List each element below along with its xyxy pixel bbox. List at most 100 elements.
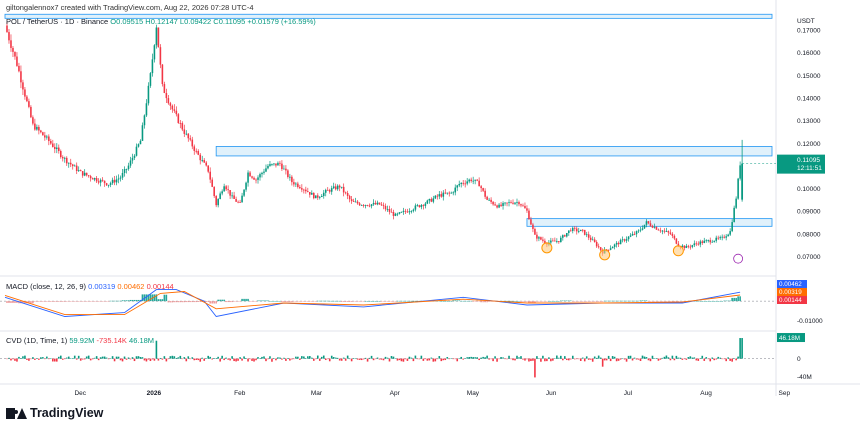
candle-body [71,164,74,167]
candle-body [404,210,407,212]
macd-histogram-bar [637,300,640,302]
cvd-bar [420,355,423,359]
cvd-bar [50,358,52,359]
macd-histogram-bar [340,301,343,302]
macd-histogram-bar [263,300,265,302]
macd-histogram-bar [609,300,612,302]
candle-body [30,106,32,118]
macd-histogram-bar [707,301,710,302]
macd-histogram-bar [715,301,718,302]
candle-body [151,59,154,74]
candle-body [12,47,14,52]
macd-title[interactable]: MACD (close, 12, 26, 9) [6,282,87,291]
macd-histogram-bar [705,301,708,302]
candle-body [516,202,518,203]
cvd-bar [679,357,682,359]
x-tick-label: Jul [624,390,633,397]
candle-body [689,246,692,248]
candle-body [360,205,363,206]
candle-body [569,230,572,232]
macd-histogram-bar [440,301,443,302]
candle-body [283,168,285,170]
cvd-bar [512,358,514,361]
candle-body [342,186,345,193]
cvd-bar [281,358,283,360]
cvd-bar [398,358,401,361]
cvd-title[interactable]: CVD (1D, Time, 1) [6,336,68,345]
candle-body [633,233,636,235]
candle-body [301,188,303,190]
candle-body [520,204,522,206]
candle-body [103,180,106,184]
macd-histogram-bar [480,301,482,303]
candle-body [611,246,614,249]
cvd-bar [388,358,391,362]
candle-body [556,241,558,242]
candle-body [307,191,309,193]
candle-body [255,179,257,181]
cvd-bar [458,358,461,359]
macd-histogram-bar [131,299,134,302]
macd-histogram-bar [442,301,445,302]
candle-body [215,196,217,206]
macd-histogram-bar [157,299,160,302]
macd-histogram-bar [617,300,620,302]
macd-histogram-bar [316,300,319,302]
macd-histogram-bar [621,300,624,302]
candle-body [552,240,554,242]
candle-body [293,182,295,185]
macd-histogram-bar [376,301,379,302]
macd-histogram-bar [119,300,122,302]
candle-body [143,115,146,126]
cvd-bar [89,358,92,361]
macd-histogram-bar [540,301,542,302]
candle-body [173,109,176,111]
macd-histogram-bar [388,301,391,302]
cvd-bar [721,358,723,360]
cvd-bar [247,358,249,362]
candle-body [496,205,498,208]
cvd-bar [424,358,427,360]
macd-histogram-bar [301,301,303,302]
cvd-bar [516,355,518,359]
candle-body [645,221,648,225]
cvd-bar [639,358,642,362]
candle-body [121,172,124,178]
macd-histogram-bar [167,301,170,303]
cvd-bar [430,357,433,359]
macd-histogram-bar [520,301,522,302]
candle-body [717,237,720,239]
cvd-bar [95,356,98,359]
cvd-bar [482,356,484,359]
macd-histogram-bar [504,300,506,302]
macd-histogram-bar [717,301,720,302]
macd-histogram-bar [709,301,712,302]
symbol-pair[interactable]: POL / TetherUS · 1D · Binance [6,17,109,26]
candle-body [265,168,267,172]
macd-histogram-bar [665,301,668,302]
candle-body [685,245,688,249]
macd-histogram-bar [269,301,271,302]
cvd-bar [350,358,353,362]
candle-body [705,240,708,242]
candle-body [203,160,206,163]
cvd-bar [641,355,644,359]
macd-histogram-bar [121,300,124,302]
cvd-bar [34,358,36,360]
macd-histogram-bar [265,300,267,302]
candle-body [739,165,741,179]
cvd-bar [145,358,148,362]
macd-histogram-bar [328,300,331,302]
cvd-bar [119,358,122,361]
cvd-open: 59.92M [69,336,95,345]
candle-body [625,239,628,241]
candle-body [554,240,556,242]
candle-body [50,141,52,144]
cvd-bar [161,358,164,360]
candle-body [597,246,600,248]
candle-body [370,204,373,207]
cvd-bar [701,355,704,359]
macd-histogram-bar [366,301,369,302]
cvd-bar [526,358,528,360]
cvd-bar [711,357,714,359]
